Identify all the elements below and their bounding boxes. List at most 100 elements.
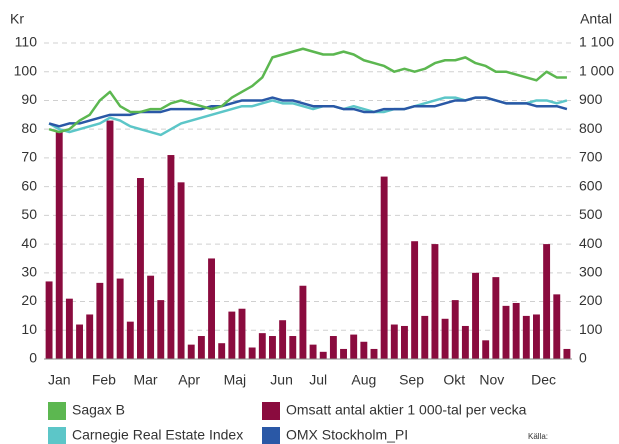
- y2-tick-label: 1 100: [579, 34, 614, 50]
- bar: [563, 348, 571, 359]
- bar: [370, 348, 378, 359]
- bar: [461, 325, 469, 359]
- bar: [96, 282, 104, 359]
- bar: [106, 120, 114, 360]
- bar: [86, 314, 94, 359]
- x-tick-label: Apr: [178, 372, 200, 388]
- y2-tick-label: 500: [579, 206, 603, 222]
- x-tick-label: Jan: [48, 372, 71, 388]
- y2-tick-label: 800: [579, 120, 603, 136]
- bar: [269, 336, 276, 359]
- x-tick-label: Feb: [92, 372, 116, 388]
- bar: [258, 333, 266, 359]
- bar: [543, 244, 551, 359]
- bar: [126, 321, 134, 359]
- bar: [157, 300, 165, 359]
- y2-tick-label: 1 000: [579, 62, 614, 78]
- bar: [350, 334, 358, 359]
- y2-tick-label: 0: [579, 350, 587, 366]
- bar: [238, 308, 246, 359]
- bar: [289, 336, 297, 359]
- y-tick-label: 110: [15, 34, 38, 50]
- y2-tick-label: 200: [579, 292, 603, 308]
- bar: [451, 300, 459, 359]
- bar: [76, 324, 83, 359]
- bar: [197, 336, 205, 359]
- bar: [137, 178, 144, 359]
- bar: [147, 275, 155, 359]
- bar: [472, 272, 479, 359]
- bar: [299, 285, 307, 359]
- legend-label: Carnegie Real Estate Index: [72, 427, 243, 443]
- bar: [218, 343, 226, 359]
- line: [48, 47, 567, 134]
- bar: [248, 347, 256, 359]
- bar: [360, 341, 368, 359]
- bar: [512, 302, 520, 359]
- y2-tick-label: 900: [579, 91, 603, 107]
- bar: [329, 336, 337, 359]
- y-tick-label: 100: [14, 62, 38, 78]
- y2-tick-label: 300: [579, 264, 603, 280]
- bar: [441, 318, 449, 359]
- legend-swatch: [262, 427, 280, 444]
- y-tick-label: 20: [21, 292, 37, 308]
- bar: [533, 314, 540, 359]
- x-tick-label: Nov: [479, 372, 504, 388]
- y-tick-label: 0: [29, 350, 37, 366]
- bar: [502, 305, 510, 359]
- x-tick-label: Aug: [351, 372, 376, 388]
- y-tick-label: 30: [21, 264, 37, 280]
- x-tick-label: Mar: [133, 372, 157, 388]
- y-tick-label: 40: [21, 235, 37, 251]
- bar: [421, 315, 429, 359]
- bar: [522, 315, 530, 359]
- bar: [55, 132, 63, 359]
- y-axis-label: Kr: [10, 11, 24, 27]
- x-tick-label: Sep: [399, 372, 424, 388]
- bar: [492, 277, 500, 359]
- y2-tick-label: 400: [579, 235, 603, 251]
- x-tick-label: Maj: [224, 372, 247, 388]
- bar: [65, 298, 73, 359]
- bar: [401, 325, 408, 359]
- legend-swatch: [48, 402, 66, 420]
- y2-axis-label: Antal: [580, 11, 612, 27]
- bar: [279, 320, 287, 359]
- line: [48, 96, 568, 128]
- y-tick-label: 90: [21, 91, 37, 107]
- legend-label: Omsatt antal aktier 1 000-tal per vecka: [286, 402, 527, 418]
- bar: [208, 258, 215, 359]
- bar: [411, 241, 419, 359]
- y2-tick-label: 700: [579, 149, 603, 165]
- bar: [431, 244, 439, 359]
- bar: [390, 324, 398, 359]
- bar: [177, 182, 185, 359]
- y-tick-label: 70: [21, 149, 37, 165]
- y-tick-label: 60: [21, 177, 37, 193]
- x-tick-label: Okt: [443, 372, 465, 388]
- legend-swatch: [262, 402, 280, 420]
- bar: [380, 176, 388, 359]
- legend-label: Sagax B: [72, 402, 125, 418]
- legend-label: OMX Stockholm_PI: [286, 427, 408, 443]
- bar: [340, 348, 347, 359]
- bar: [167, 155, 175, 359]
- bar: [187, 344, 195, 359]
- bar: [228, 311, 236, 359]
- legend-swatch: [48, 427, 66, 444]
- y-tick-label: 10: [21, 321, 37, 337]
- y2-tick-label: 100: [579, 321, 603, 337]
- bar: [45, 281, 53, 359]
- bar: [116, 278, 124, 359]
- source: Källa:: [528, 432, 548, 441]
- y-tick-label: 50: [21, 206, 37, 222]
- bar: [319, 351, 327, 359]
- x-tick-label: Jun: [270, 372, 293, 388]
- x-tick-label: Dec: [531, 372, 556, 388]
- bar: [482, 340, 490, 359]
- bar: [553, 294, 561, 359]
- y2-tick-label: 600: [579, 177, 603, 193]
- x-tick-label: Jul: [309, 372, 327, 388]
